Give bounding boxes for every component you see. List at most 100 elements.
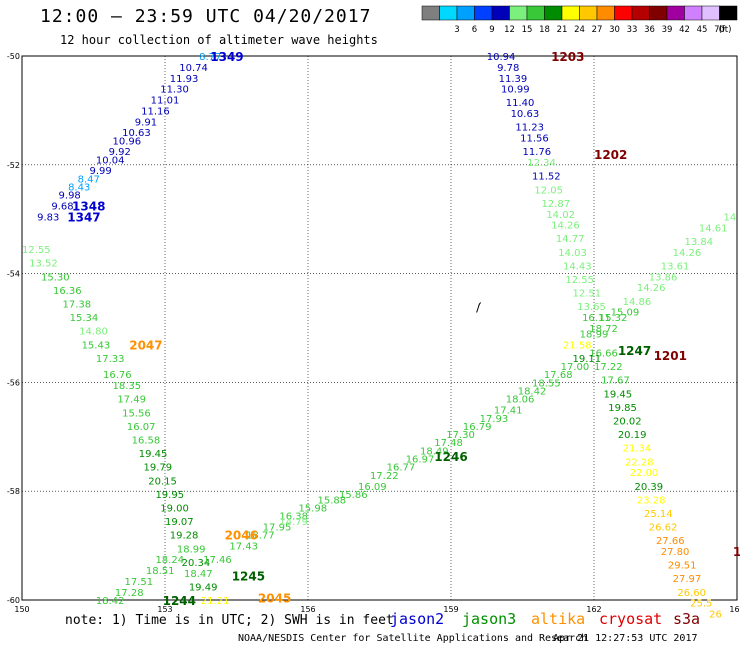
swh-value: 14 xyxy=(723,212,736,223)
pass-time-label: 1348 xyxy=(72,200,105,214)
swh-value: 18.49 xyxy=(420,446,449,457)
pass-time-label: 1203 xyxy=(551,50,584,64)
swh-value: 17.68 xyxy=(544,370,573,381)
map-frame xyxy=(21,55,738,601)
swh-value: 12.55 xyxy=(565,275,594,286)
swh-value: 11.40 xyxy=(506,98,535,109)
swh-value: 12.34 xyxy=(527,158,556,169)
swh-value: 16.38 xyxy=(279,512,308,523)
lat-tick-label: -50 xyxy=(7,52,20,61)
swh-value: 16.09 xyxy=(358,482,387,493)
swh-value: 11.01 xyxy=(151,96,180,107)
swh-value: 13.61 xyxy=(661,261,690,272)
pass-time-label: 1 xyxy=(733,545,740,559)
swh-value: 18.99 xyxy=(177,544,206,555)
legend-jason3: jason3 xyxy=(462,610,517,628)
color-legend: 3 6 9 12 15 18 21 24 27 30 33 36 39 42 45 70(ft) xyxy=(421,5,738,35)
swh-value: 26 xyxy=(709,610,722,621)
swh-value: 11.39 xyxy=(499,74,528,85)
page-title: 12:00 – 23:59 UTC 04/20/2017 xyxy=(40,6,372,27)
swh-value: 15.30 xyxy=(41,272,70,283)
swh-value: 18.77 xyxy=(246,531,275,542)
swh-value: 8.43 xyxy=(68,183,90,194)
pass-time-label: 1347 xyxy=(67,210,100,224)
swh-value: 9.98 xyxy=(59,191,81,202)
swh-value: 15.34 xyxy=(70,313,99,324)
swh-value: 19.07 xyxy=(165,517,194,528)
island-outline xyxy=(476,302,482,313)
swh-value: 9.78 xyxy=(497,63,519,74)
pass-time-label: 1201 xyxy=(654,349,687,363)
legend-tick-label: 30 xyxy=(609,25,620,35)
swh-value: 16.76 xyxy=(103,370,132,381)
swh-value: 13.65 xyxy=(577,302,606,313)
swh-value: 17.28 xyxy=(115,588,144,599)
swh-value: 23.28 xyxy=(637,495,666,506)
swh-value: 20.34 xyxy=(182,558,211,569)
lat-tick-label: -52 xyxy=(7,161,20,170)
swh-value: 17.49 xyxy=(117,395,146,406)
pass-time-label: 2045 xyxy=(258,591,291,605)
swh-value: 18.51 xyxy=(146,566,175,577)
swh-value: 19.11 xyxy=(573,354,602,365)
swh-value: 15.43 xyxy=(82,340,111,351)
legend-tick-label: 36 xyxy=(644,25,655,35)
swh-value: 18.72 xyxy=(589,324,618,335)
legend-tick-label: 18 xyxy=(539,25,550,35)
swh-value: 14.61 xyxy=(699,223,728,234)
page-subtitle: 12 hour collection of altimeter wave hei… xyxy=(60,33,378,47)
swh-value: 27.66 xyxy=(656,536,685,547)
swh-value: 11.93 xyxy=(170,74,199,85)
swh-value: 19.00 xyxy=(160,504,189,515)
swh-value: 9.92 xyxy=(109,147,131,158)
legend-tick-label: 27 xyxy=(592,25,603,35)
swh-value: 10.63 xyxy=(511,109,540,120)
legend-tick-label: 45 xyxy=(697,25,708,35)
swh-value: 18.06 xyxy=(506,395,535,406)
pass-time-label: 2046 xyxy=(225,529,258,543)
legend-tick-label: 6 xyxy=(472,25,477,35)
swh-value: 25.5 xyxy=(690,599,712,610)
pass-time-label: 1245 xyxy=(232,570,265,584)
swh-value: 19.49 xyxy=(189,582,218,593)
swh-value: 10.74 xyxy=(179,63,208,74)
swh-value: 9.68 xyxy=(51,202,73,213)
swh-value: 10.99 xyxy=(501,85,530,96)
legend-tick-label: 42 xyxy=(679,25,690,35)
swh-value: 21.34 xyxy=(623,444,652,455)
swh-value: 17.93 xyxy=(480,414,509,425)
pass-time-label: 1247 xyxy=(618,344,651,358)
legend-tick-label: 24 xyxy=(574,25,585,35)
legend-cryosat: cryosat xyxy=(599,610,663,628)
legend-tick-label: 12 xyxy=(504,25,515,35)
swh-value: 19.79 xyxy=(144,463,173,474)
swh-value: 18.24 xyxy=(155,555,184,566)
swh-value: 16.58 xyxy=(132,436,161,447)
legend-unit: (ft) xyxy=(719,25,732,35)
legend-altika: altika xyxy=(531,610,586,628)
pass-time-label: 1349 xyxy=(210,50,243,64)
lat-tick-label: -56 xyxy=(7,378,20,387)
swh-value: 22.28 xyxy=(625,457,654,468)
swh-value: 26.60 xyxy=(677,588,706,599)
swh-value: 27.80 xyxy=(661,547,690,558)
swh-value: 15.56 xyxy=(122,408,151,419)
swh-value: 17.48 xyxy=(434,438,463,449)
swh-value: 14.43 xyxy=(563,261,592,272)
swh-value: 16.66 xyxy=(589,348,618,359)
footer-note: note: 1) Time is in UTC; 2) SWH is in fe… xyxy=(65,613,394,628)
legend-tick-label: 70 xyxy=(714,25,725,35)
swh-value: 19.45 xyxy=(604,389,633,400)
swh-value: 27.97 xyxy=(673,574,702,585)
legend-s3a: s3a xyxy=(673,610,701,628)
swh-value: 17.33 xyxy=(96,354,125,365)
swh-value: 19.85 xyxy=(608,403,637,414)
swh-value: 15.32 xyxy=(599,313,628,324)
legend-tick-label: 21 xyxy=(557,25,568,35)
swh-value: 18.55 xyxy=(532,378,561,389)
swh-value: 18.35 xyxy=(113,381,142,392)
lat-tick-label: -54 xyxy=(7,270,20,279)
pass-time-label: 1246 xyxy=(434,450,467,464)
swh-value: 18.42 xyxy=(518,387,547,398)
